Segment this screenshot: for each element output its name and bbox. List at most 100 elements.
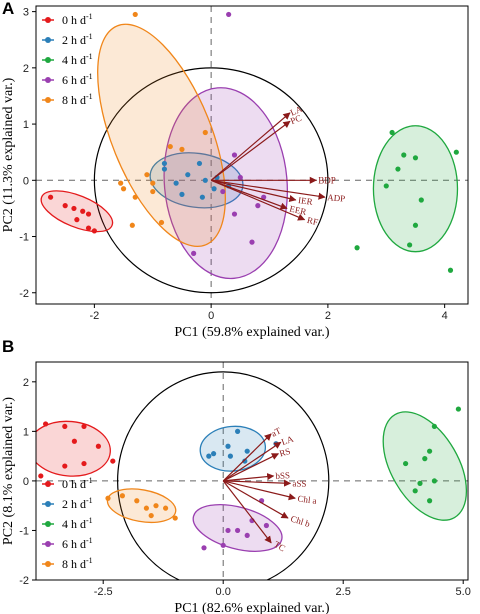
point-8h-5 — [120, 186, 127, 192]
loading-label-6: RF — [306, 215, 319, 227]
x-axis-title: PC1 (82.6% explained var.) — [174, 601, 329, 614]
point-8h-6 — [129, 222, 135, 228]
ellipse-4h — [372, 125, 459, 253]
loading-label-5: EER — [289, 204, 308, 217]
x-axis-title: PC1 (59.8% explained var.) — [174, 325, 329, 340]
point-4h-2 — [412, 155, 419, 161]
point-0h-6 — [81, 460, 87, 467]
point-8h-4 — [132, 194, 138, 200]
loading-arrow-6 — [210, 179, 306, 221]
point-8h-3 — [118, 180, 124, 186]
point-8h-4 — [148, 512, 154, 519]
y-tick-label: -2 — [19, 288, 29, 300]
point-4h-0 — [389, 129, 395, 136]
loading-arrow-0 — [222, 433, 272, 482]
loading-label-2: BDP — [318, 175, 336, 185]
legend-label-8h: 8 h d-1 — [62, 556, 93, 571]
point-6h-1 — [231, 152, 238, 158]
ellipse-8h — [97, 23, 226, 248]
y-tick-label: -2 — [19, 575, 29, 587]
loading-arrow-7 — [222, 480, 272, 544]
point-0h-2 — [81, 423, 87, 430]
loading-label-3: bSS — [275, 470, 290, 481]
point-0h-4 — [85, 211, 92, 217]
point-8h-8 — [179, 146, 185, 152]
point-2h-2 — [211, 451, 217, 457]
loading-label-4: IER — [298, 195, 314, 207]
y-tick-label: 1 — [23, 426, 29, 438]
point-4h-6 — [412, 222, 419, 228]
loading-arrow-1 — [222, 441, 282, 482]
point-2h-3 — [196, 160, 203, 167]
point-0h-3 — [71, 438, 77, 444]
panel-label: A — [2, 0, 14, 18]
legend-label-0h: 0 h d-1 — [62, 476, 93, 491]
point-8h-7 — [150, 188, 156, 195]
point-6h-5 — [249, 239, 255, 245]
point-0h-8 — [110, 458, 116, 464]
loading-label-0: LA — [289, 103, 305, 117]
point-0h-4 — [95, 443, 101, 449]
point-6h-6 — [244, 532, 250, 539]
loading-arrow-3 — [223, 473, 275, 482]
point-2h-10 — [161, 166, 168, 172]
legend-marker-4h — [45, 57, 51, 63]
plot-frame — [35, 5, 469, 305]
point-0h-0 — [43, 421, 49, 427]
loading-label-1: PC — [289, 113, 303, 126]
point-4h-8 — [447, 267, 454, 273]
point-0h-5 — [74, 217, 80, 223]
point-2h-4 — [227, 453, 233, 459]
loading-label-6: Chl b — [289, 513, 311, 529]
point-8h-1 — [150, 180, 156, 186]
legend-label-6h: 6 h d-1 — [62, 536, 93, 551]
loading-label-5: Chl a — [297, 493, 317, 506]
ellipse-2h — [149, 152, 244, 209]
point-6h-0 — [226, 11, 232, 18]
point-0h-3 — [80, 208, 86, 214]
point-0h-7 — [91, 228, 97, 234]
point-6h-2 — [237, 174, 243, 181]
point-6h-3 — [255, 203, 261, 209]
legend-label-2h: 2 h d-1 — [62, 32, 93, 47]
panel-label: B — [2, 337, 14, 356]
point-6h-4 — [261, 194, 267, 200]
point-0h-0 — [47, 194, 54, 200]
y-axis-title: PC2 (11.3% explained var.) — [1, 77, 16, 232]
point-4h-1 — [401, 152, 407, 158]
legend-label-4h: 4 h d-1 — [62, 52, 93, 67]
point-8h-6 — [172, 515, 178, 521]
point-8h-0 — [119, 493, 125, 499]
x-tick-label: 4 — [442, 310, 448, 322]
point-6h-5 — [201, 545, 207, 551]
point-4h-7 — [403, 460, 409, 467]
point-0h-2 — [71, 205, 77, 212]
point-0h-7 — [38, 473, 44, 479]
x-tick-label: 2 — [325, 310, 331, 322]
legend-label-8h: 8 h d-1 — [62, 92, 93, 107]
loading-arrow-3 — [211, 179, 326, 200]
x-tick-label: 2.5 — [336, 586, 351, 598]
point-4h-9 — [453, 149, 459, 155]
legend-label-0h: 0 h d-1 — [62, 12, 93, 27]
loading-label-1: LA — [280, 433, 295, 447]
point-6h-6 — [191, 250, 197, 256]
point-6h-7 — [220, 188, 226, 195]
point-4h-5 — [417, 480, 423, 486]
point-6h-2 — [263, 522, 269, 529]
y-tick-label: 1 — [23, 119, 29, 131]
ellipse-8h — [106, 488, 177, 524]
ellipse-0h — [40, 190, 114, 233]
point-0h-1 — [62, 203, 68, 209]
legend-marker-0h — [45, 17, 51, 23]
loading-arrow-2 — [222, 453, 280, 482]
point-4h-8 — [412, 488, 418, 494]
point-0h-5 — [62, 463, 68, 469]
point-4h-7 — [407, 242, 413, 248]
point-8h-11 — [158, 219, 165, 226]
point-2h-0 — [161, 160, 168, 167]
